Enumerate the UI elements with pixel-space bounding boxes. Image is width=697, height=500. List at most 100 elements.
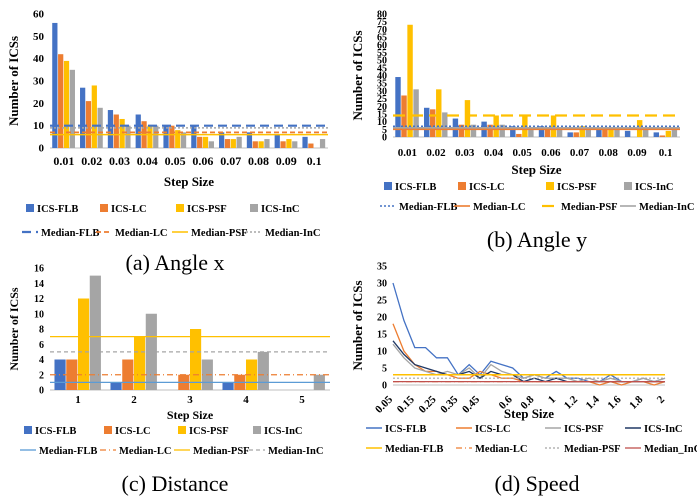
line-ics-psf [392,343,666,383]
y-tick-label: 0 [382,133,387,144]
bar-ics-lc [58,54,64,149]
bar-ics-psf [230,139,236,148]
x-tick-label: 5 [299,394,305,406]
bar-ics-psf [246,359,258,390]
bar-ics-lc [113,114,119,148]
y-tick-label: 50 [33,31,45,43]
bar-ics-inc [642,129,649,137]
legend-label: ICS-PSF [557,182,597,193]
bar-ics-flb [302,136,308,148]
bar-ics-flb [510,126,516,137]
x-tick-label: 0.05 [165,154,186,168]
chart-panel-1: 0 10 20 30 40 50 60 Number of ICSs Step Size 0.01… [6,9,328,275]
legend-label: Median-FLB [385,444,443,455]
bar-ics-lc [659,135,666,137]
bar-ics-lc [280,141,286,148]
y-tick-label: 60 [33,9,45,21]
legend-label: ICS-PSF [564,424,604,435]
legend-label: Median-FLB [39,446,97,457]
bar-ics-lc [487,124,493,137]
bar-ics-lc [85,101,92,148]
x-tick-label: 0.07 [220,154,241,168]
legend-label: ICS-FLB [35,426,76,437]
x-tick-label: 0.08 [248,154,269,168]
bar-ics-psf [175,130,181,148]
legend-swatch [624,182,632,190]
x-tick-label: 4 [243,394,249,406]
y-tick-label: 15 [377,330,387,341]
x-tick-label: 3 [187,394,193,406]
legend-label: ICS-PSF [189,426,229,437]
x-tick-label: 1 [75,394,81,406]
bar-ics-lc [308,143,314,148]
legend-swatch [104,426,112,434]
y-tick-label: 30 [377,279,387,290]
y-tick-label: 80 [377,10,387,21]
bar-ics-inc [413,89,419,137]
y-tick-label: 4 [39,355,44,366]
bar-ics-flb [219,132,225,148]
y-tick-label: 6 [39,340,44,351]
line-ics-flb [392,282,666,383]
x-tick-label: 2 [131,394,137,406]
y-tick-label: 35 [377,262,387,273]
bar-ics-flb [191,125,197,148]
x-axis-title: Step Size [511,162,561,177]
x-tick-label: 0.01 [398,147,417,159]
bar-ics-psf [78,298,90,390]
x-tick-label: 1 [546,394,558,406]
y-tick-label: 45 [377,63,387,74]
y-tick-label: 35 [377,79,387,90]
bar-ics-psf [134,336,146,390]
x-tick-label: 0.09 [627,147,647,159]
bar-ics-inc [499,124,505,137]
x-tick-label: 0.05 [513,147,533,159]
bar-ics-flb [80,87,86,148]
legend-label: ICS-InC [644,424,683,435]
bar-ics-psf [190,329,202,390]
bar-ics-psf [258,141,264,148]
legend-label: ICS-LC [469,182,505,193]
bar-ics-inc [208,141,214,148]
legend-label: Median-InC [265,228,320,239]
y-tick-label: 5 [382,125,387,136]
y-tick-label: 15 [377,109,387,120]
bar-ics-flb [107,110,114,148]
x-tick-label: 0.02 [426,147,446,159]
bar-ics-flb [163,125,169,148]
bar-ics-flb [246,132,253,148]
y-tick-label: 10 [33,120,45,132]
bar-ics-lc [122,359,134,390]
y-tick-label: 10 [377,117,387,128]
bar-ics-flb [135,114,141,148]
bar-ics-lc [224,139,231,148]
y-tick-label: 10 [34,309,44,320]
legend-label: ICS-LC [111,204,147,215]
legend-label: ICS-FLB [37,204,78,215]
bar-ics-psf [407,24,413,138]
bar-ics-flb [222,382,234,390]
y-axis-title: Number of ICSs [7,287,21,370]
legend-label: ICS-PSF [187,204,227,215]
bar-ics-flb [596,129,602,137]
bar-ics-psf [522,115,528,137]
bar-ics-flb [52,22,58,148]
y-tick-label: 20 [33,98,45,110]
legend-swatch [250,204,258,212]
legend-swatch [253,426,261,434]
bar-ics-lc [66,359,78,390]
bar-ics-psf [493,115,499,137]
legend-swatch [176,204,184,212]
bar-ics-lc [602,129,608,137]
panel-caption: (b) Angle y [487,227,587,252]
x-tick-label: 0.04 [484,147,504,159]
bar-ics-psf [608,127,614,137]
bar-ics-inc [125,125,131,148]
x-tick-label: 0.05 [373,393,395,415]
bar-ics-inc [89,275,101,390]
y-axis-title: Number of ICSs [6,36,21,126]
x-tick-label: 1.2 [562,393,581,412]
x-tick-label: 0.09 [276,154,297,168]
x-tick-label: 0.04 [137,154,158,168]
